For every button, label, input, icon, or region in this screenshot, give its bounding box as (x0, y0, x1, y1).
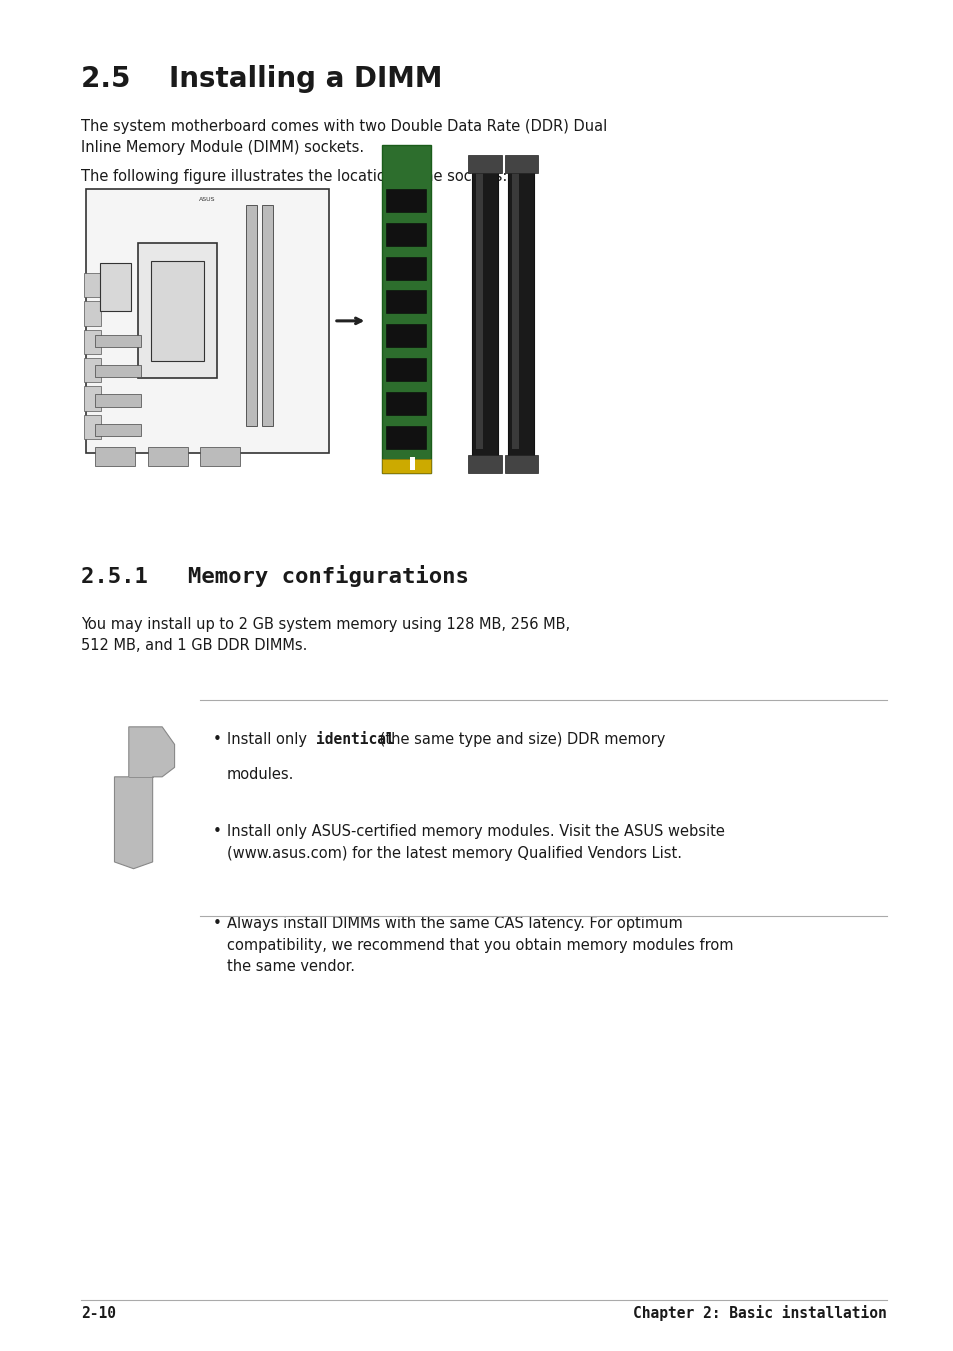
Text: 2.5    Installing a DIMM: 2.5 Installing a DIMM (81, 65, 442, 93)
Text: •: • (213, 824, 221, 839)
Bar (512, 173, 518, 449)
Bar (84, 358, 101, 382)
Bar (151, 261, 204, 361)
Bar (381, 459, 431, 473)
Text: ASUS: ASUS (199, 197, 215, 203)
Text: Install only ASUS-certified memory modules. Visit the ASUS website
(www.asus.com: Install only ASUS-certified memory modul… (227, 824, 724, 861)
Bar (386, 290, 426, 313)
Bar (504, 155, 537, 173)
Text: Install only: Install only (227, 732, 312, 747)
Bar (86, 189, 329, 453)
Text: 2.5.1   Memory configurations: 2.5.1 Memory configurations (81, 565, 469, 586)
Bar (95, 424, 141, 436)
Bar (138, 243, 216, 378)
Bar (386, 426, 426, 449)
Text: 2-10: 2-10 (81, 1306, 116, 1321)
Text: •: • (213, 916, 221, 931)
Bar (84, 273, 101, 297)
Bar (95, 365, 141, 377)
Text: identical: identical (315, 732, 395, 747)
PathPatch shape (114, 727, 174, 869)
Bar (381, 145, 431, 473)
Bar (262, 205, 273, 426)
Bar (200, 447, 240, 466)
Bar (472, 162, 497, 459)
Bar (84, 330, 101, 354)
Text: Chapter 2: Basic installation: Chapter 2: Basic installation (633, 1305, 886, 1321)
Bar (410, 457, 415, 470)
Bar (84, 386, 101, 411)
Bar (386, 257, 426, 280)
Bar (84, 301, 101, 326)
Bar (476, 173, 482, 449)
Bar (386, 392, 426, 415)
Bar (95, 447, 135, 466)
Bar (504, 455, 537, 473)
Bar (84, 415, 101, 439)
Bar (386, 358, 426, 381)
Bar (246, 205, 256, 426)
Bar (386, 324, 426, 347)
Bar (95, 335, 141, 347)
Bar (468, 455, 501, 473)
Bar (386, 223, 426, 246)
Bar (508, 162, 534, 459)
Text: •: • (213, 732, 221, 747)
Bar (95, 394, 141, 407)
Bar (148, 447, 188, 466)
Text: The system motherboard comes with two Double Data Rate (DDR) Dual
Inline Memory : The system motherboard comes with two Do… (81, 119, 607, 155)
Text: modules.: modules. (227, 767, 294, 782)
Text: (the same type and size) DDR memory: (the same type and size) DDR memory (375, 732, 664, 747)
Text: Always install DIMMs with the same CAS latency. For optimum
compatibility, we re: Always install DIMMs with the same CAS l… (227, 916, 733, 974)
Bar (468, 155, 501, 173)
Text: You may install up to 2 GB system memory using 128 MB, 256 MB,
512 MB, and 1 GB : You may install up to 2 GB system memory… (81, 617, 570, 654)
Bar (100, 263, 131, 311)
Text: The following figure illustrates the location of the sockets:: The following figure illustrates the loc… (81, 169, 507, 184)
Bar (386, 189, 426, 212)
